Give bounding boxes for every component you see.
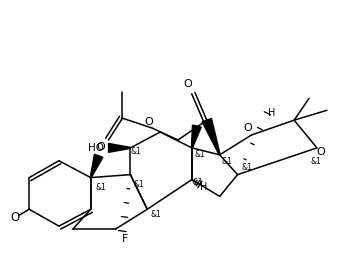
Text: H: H <box>268 108 275 118</box>
Text: O: O <box>184 79 192 89</box>
Text: &1: &1 <box>193 178 204 187</box>
Text: &1: &1 <box>195 150 206 159</box>
Text: O: O <box>316 147 325 157</box>
Text: &1: &1 <box>130 147 141 156</box>
Polygon shape <box>202 118 220 155</box>
Text: O: O <box>243 123 252 133</box>
Text: &1: &1 <box>133 180 144 189</box>
Text: O: O <box>10 211 20 224</box>
Text: HO: HO <box>88 143 104 153</box>
Polygon shape <box>191 125 201 148</box>
Text: F: F <box>122 234 129 244</box>
Text: &1: &1 <box>150 210 161 219</box>
Text: &1: &1 <box>222 157 232 166</box>
Polygon shape <box>90 154 103 178</box>
Text: O: O <box>96 142 105 152</box>
Polygon shape <box>109 143 130 152</box>
Text: &1: &1 <box>241 163 252 172</box>
Text: H: H <box>200 182 207 192</box>
Text: &1: &1 <box>96 183 106 192</box>
Text: O: O <box>144 117 153 127</box>
Text: &1: &1 <box>311 157 322 166</box>
